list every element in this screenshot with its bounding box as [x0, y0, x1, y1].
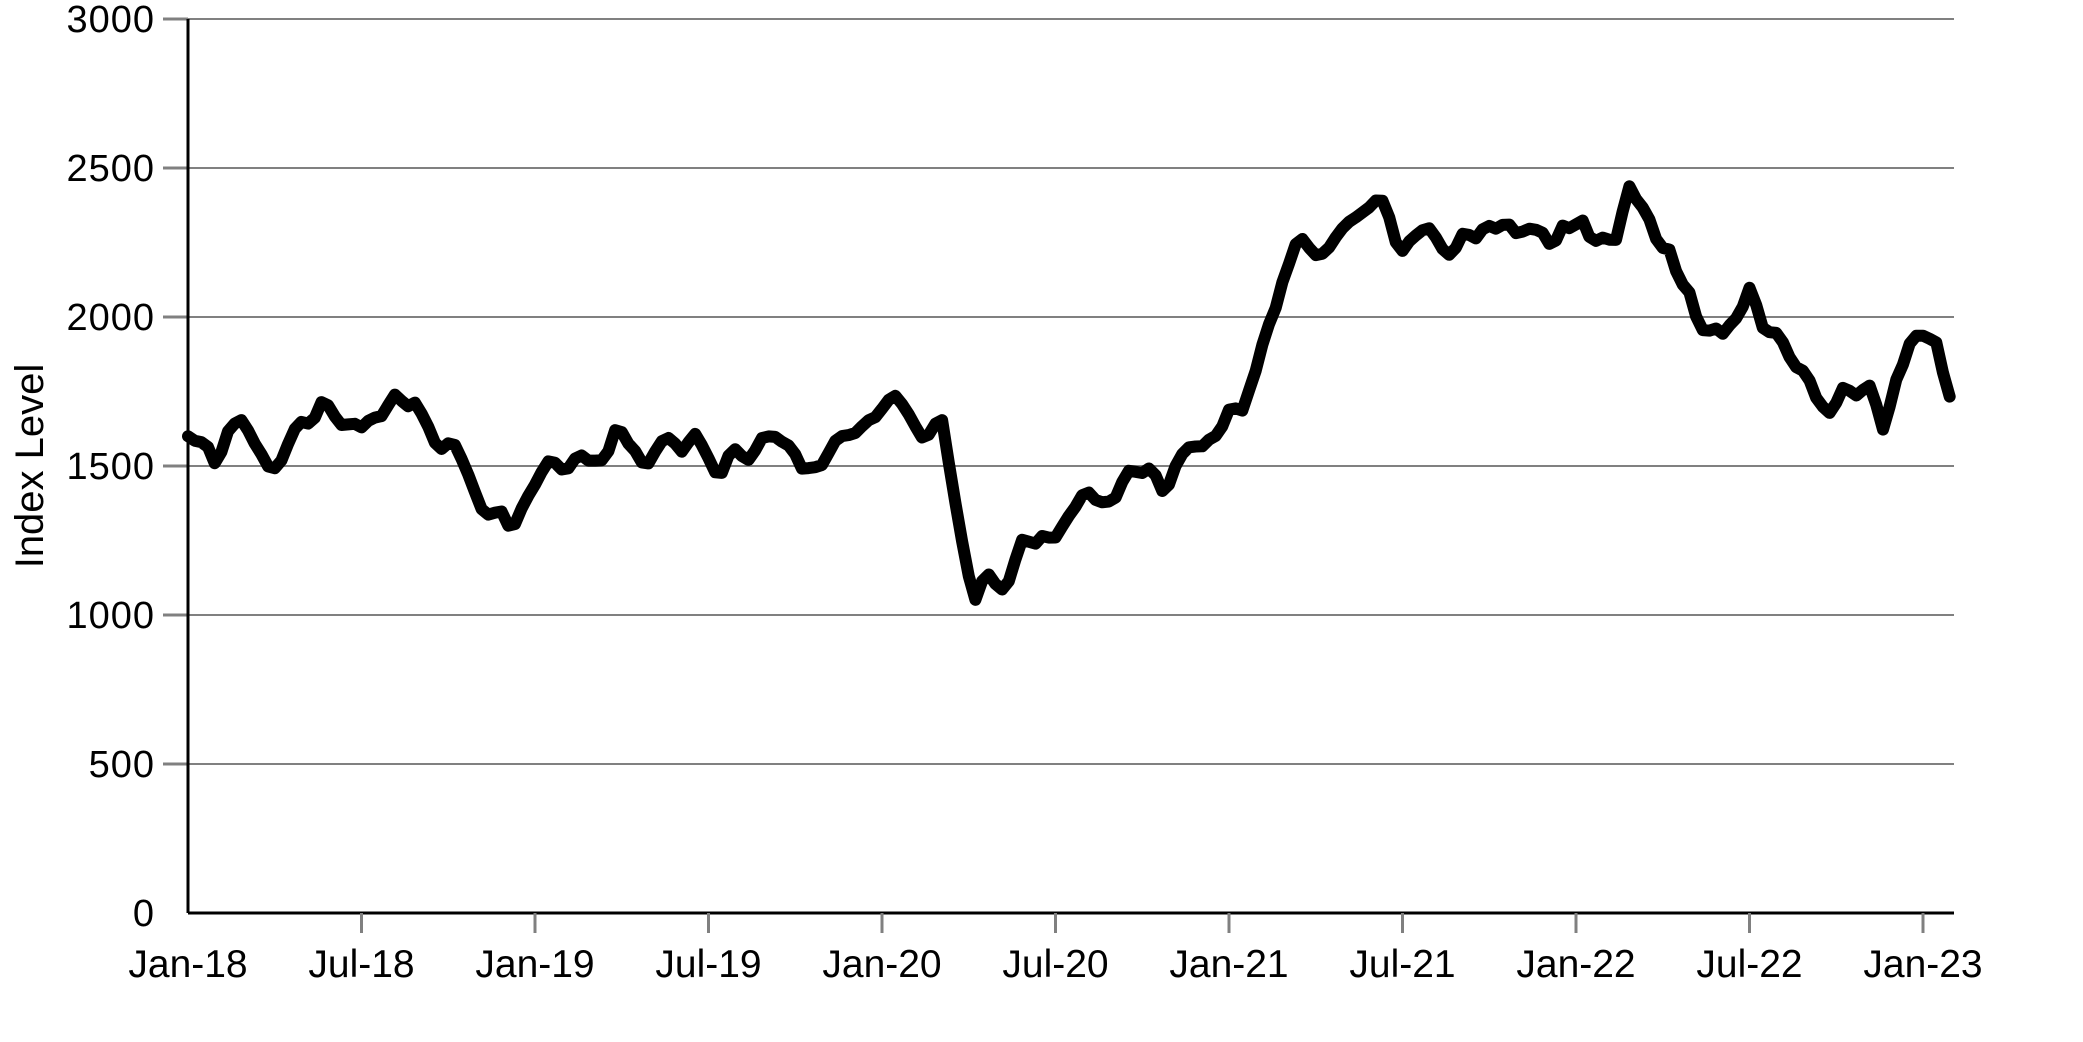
svg-text:1500: 1500 — [66, 446, 155, 488]
svg-text:Jul-22: Jul-22 — [1696, 943, 1802, 986]
svg-text:1000: 1000 — [66, 595, 155, 637]
svg-text:Jul-20: Jul-20 — [1002, 943, 1108, 986]
svg-text:2500: 2500 — [66, 148, 155, 190]
svg-text:Jul-19: Jul-19 — [655, 943, 761, 986]
svg-text:500: 500 — [89, 744, 155, 786]
svg-text:2000: 2000 — [66, 297, 155, 339]
svg-text:3000: 3000 — [66, 0, 155, 41]
svg-text:Jan-18: Jan-18 — [128, 943, 247, 986]
svg-text:Jul-21: Jul-21 — [1349, 943, 1455, 986]
svg-text:Jan-22: Jan-22 — [1516, 943, 1635, 986]
svg-text:Jan-21: Jan-21 — [1169, 943, 1288, 986]
svg-text:Jan-23: Jan-23 — [1863, 943, 1982, 986]
svg-text:Jan-20: Jan-20 — [822, 943, 941, 986]
svg-text:Jan-19: Jan-19 — [475, 943, 594, 986]
svg-text:0: 0 — [133, 893, 155, 935]
svg-text:Jul-18: Jul-18 — [308, 943, 414, 986]
svg-text:Index Level: Index Level — [8, 364, 52, 569]
